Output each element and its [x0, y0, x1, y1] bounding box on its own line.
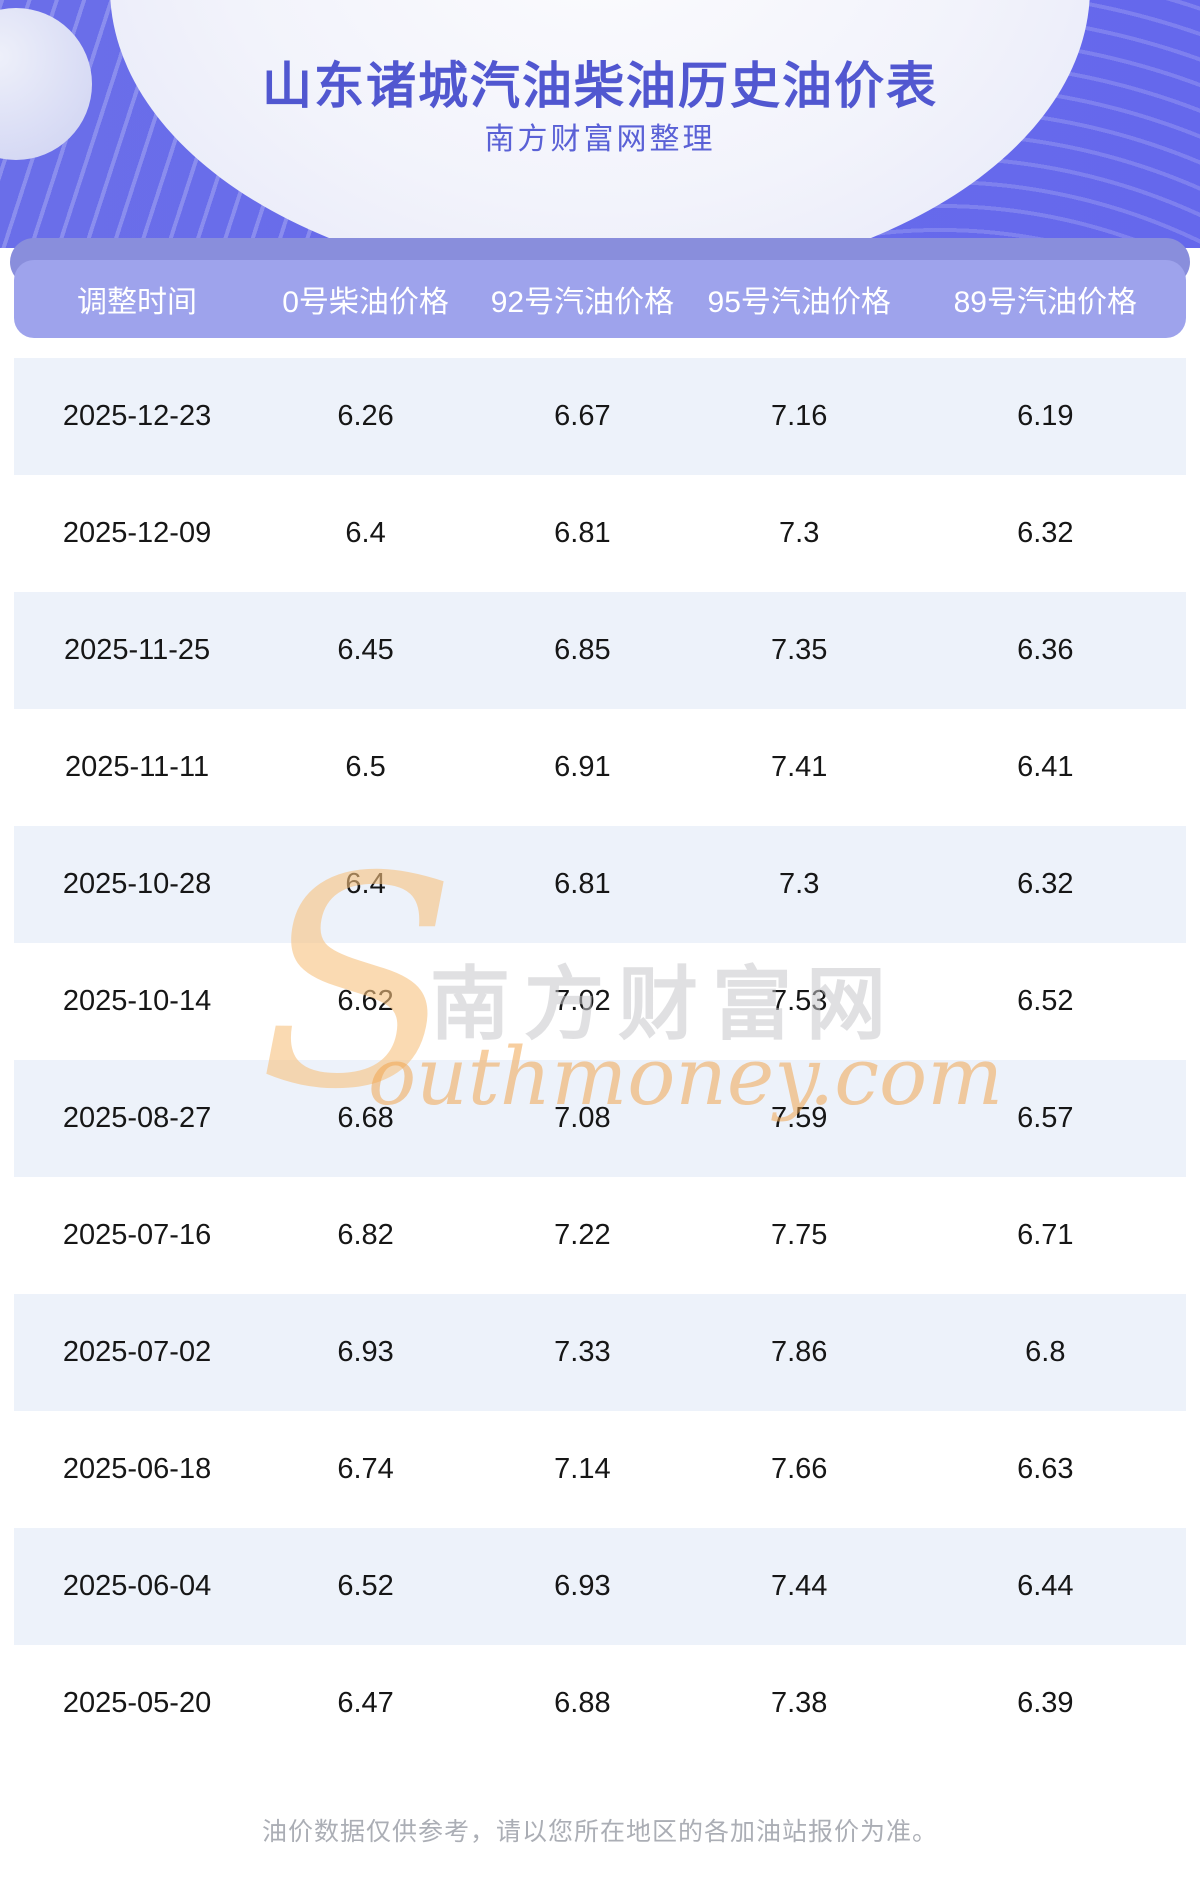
table-row: 2025-06-04 6.52 6.93 7.44 6.44 [14, 1528, 1186, 1645]
cell-gasoline-95: 7.66 [770, 1453, 828, 1485]
cell-gasoline-89: 6.57 [1017, 1102, 1074, 1134]
cell-gasoline-95: 7.53 [770, 985, 828, 1017]
cell-adjust-date: 2025-05-20 [62, 1687, 212, 1719]
cell-diesel-0: 6.45 [337, 634, 394, 666]
column-header-gasoline-89: 89号汽油价格 [953, 286, 1137, 319]
table-row: 2025-07-16 6.82 7.22 7.75 6.71 [14, 1177, 1186, 1294]
cell-adjust-date: 2025-12-09 [62, 517, 212, 549]
column-header-gasoline-95: 95号汽油价格 [707, 286, 891, 319]
cell-gasoline-92: 6.81 [554, 868, 611, 900]
cell-gasoline-92: 7.08 [554, 1102, 611, 1134]
table-row: 2025-08-27 6.68 7.08 7.59 6.57 [14, 1060, 1186, 1177]
cell-gasoline-92: 7.14 [554, 1453, 611, 1485]
banner: 山东诸城汽油柴油历史油价表 南方财富网整理 [0, 0, 1200, 248]
cell-diesel-0: 6.68 [337, 1102, 394, 1134]
cell-gasoline-95: 7.3 [779, 517, 820, 549]
cell-adjust-date: 2025-06-04 [62, 1570, 212, 1602]
cell-gasoline-92: 7.33 [554, 1336, 611, 1368]
table-row: 2025-11-11 6.5 6.91 7.41 6.41 [14, 709, 1186, 826]
cell-diesel-0: 6.5 [345, 751, 386, 783]
cell-diesel-0: 6.52 [337, 1570, 394, 1602]
cell-gasoline-89: 6.63 [1017, 1453, 1074, 1485]
cell-gasoline-89: 6.36 [1017, 634, 1074, 666]
cell-gasoline-95: 7.86 [770, 1336, 828, 1368]
cell-adjust-date: 2025-11-25 [63, 634, 211, 666]
cell-gasoline-92: 6.88 [554, 1687, 611, 1719]
cell-diesel-0: 6.74 [337, 1453, 394, 1485]
cell-gasoline-92: 6.93 [554, 1570, 611, 1602]
cell-adjust-date: 2025-08-27 [62, 1102, 212, 1134]
cell-gasoline-92: 6.85 [554, 634, 611, 666]
cell-gasoline-92: 6.91 [554, 751, 611, 783]
cell-diesel-0: 6.82 [337, 1219, 394, 1251]
cell-adjust-date: 2025-07-16 [62, 1219, 212, 1251]
cell-gasoline-89: 6.41 [1017, 751, 1074, 783]
cell-gasoline-95: 7.75 [770, 1219, 828, 1251]
cell-gasoline-95: 7.38 [770, 1687, 828, 1719]
disclaimer-text: 油价数据仅供参考，请以您所在地区的各加油站报价为准。 [261, 1818, 938, 1846]
cell-diesel-0: 6.4 [345, 517, 386, 549]
banner-dome-decoration [110, 0, 1090, 248]
cell-gasoline-89: 6.19 [1017, 400, 1074, 432]
table-row: 2025-05-20 6.47 6.88 7.38 6.39 [14, 1645, 1186, 1762]
cell-gasoline-92: 7.22 [554, 1219, 611, 1251]
cell-diesel-0: 6.47 [337, 1687, 394, 1719]
cell-gasoline-92: 6.67 [554, 400, 611, 432]
table-header-row: 调整时间 0号柴油价格 92号汽油价格 95号汽油价格 89号汽油价格 [14, 260, 1186, 338]
cell-diesel-0: 6.62 [337, 985, 394, 1017]
cell-gasoline-89: 6.8 [1025, 1336, 1066, 1368]
cell-gasoline-89: 6.52 [1017, 985, 1074, 1017]
table-row: 2025-12-23 6.26 6.67 7.16 6.19 [14, 358, 1186, 475]
table-row: 2025-10-14 6.62 7.02 7.53 6.52 [14, 943, 1186, 1060]
cell-gasoline-95: 7.44 [770, 1570, 828, 1602]
cell-gasoline-95: 7.16 [770, 400, 828, 432]
cell-gasoline-92: 6.81 [554, 517, 611, 549]
cell-gasoline-95: 7.35 [770, 634, 828, 666]
table-row: 2025-06-18 6.74 7.14 7.66 6.63 [14, 1411, 1186, 1528]
cell-adjust-date: 2025-11-11 [65, 751, 210, 783]
cell-gasoline-92: 7.02 [554, 985, 611, 1017]
table-row: 2025-10-28 6.4 6.81 7.3 6.32 [14, 826, 1186, 943]
cell-adjust-date: 2025-07-02 [62, 1336, 212, 1368]
column-header-adjust-date: 调整时间 [77, 286, 198, 319]
cell-gasoline-89: 6.71 [1017, 1219, 1074, 1251]
table-row: 2025-12-09 6.4 6.81 7.3 6.32 [14, 475, 1186, 592]
cell-gasoline-95: 7.59 [770, 1102, 828, 1134]
cell-gasoline-89: 6.44 [1017, 1570, 1074, 1602]
page-title: 山东诸城汽油柴油历史油价表 [262, 58, 938, 114]
cell-adjust-date: 2025-10-28 [62, 868, 212, 900]
cell-diesel-0: 6.4 [345, 868, 386, 900]
cell-diesel-0: 6.26 [337, 400, 394, 432]
cell-gasoline-89: 6.32 [1017, 517, 1074, 549]
column-header-gasoline-92: 92号汽油价格 [490, 286, 675, 319]
cell-adjust-date: 2025-12-23 [62, 400, 212, 432]
cell-gasoline-89: 6.39 [1017, 1687, 1074, 1719]
column-header-diesel-0: 0号柴油价格 [282, 286, 449, 319]
price-table-body: 2025-12-23 6.26 6.67 7.16 6.19 2025-12-09 6.4 6… [14, 358, 1186, 1762]
table-row: 2025-07-02 6.93 7.33 7.86 6.8 [14, 1294, 1186, 1411]
table-row: 2025-11-25 6.45 6.85 7.35 6.36 [14, 592, 1186, 709]
cell-adjust-date: 2025-10-14 [62, 985, 212, 1017]
page-subtitle: 南方财富网整理 [484, 123, 716, 156]
cell-gasoline-89: 6.32 [1017, 868, 1074, 900]
cell-diesel-0: 6.93 [337, 1336, 394, 1368]
cell-adjust-date: 2025-06-18 [62, 1453, 212, 1485]
cell-gasoline-95: 7.3 [779, 868, 820, 900]
cell-gasoline-95: 7.41 [770, 751, 828, 783]
